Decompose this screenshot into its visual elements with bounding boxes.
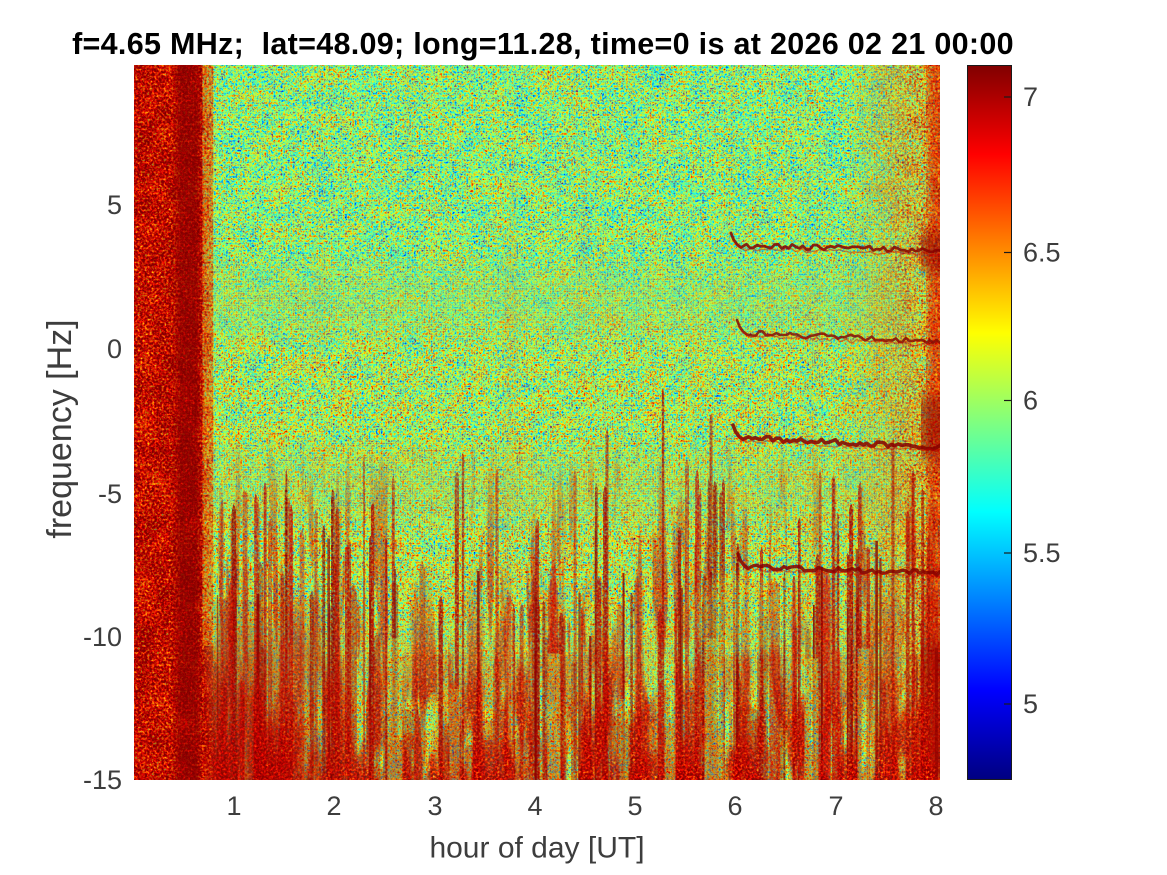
svg-text:4: 4 [527,791,542,821]
svg-text:7: 7 [828,791,843,821]
svg-text:hour of day [UT]: hour of day [UT] [429,832,644,865]
svg-text:5: 5 [1023,689,1038,719]
svg-text:7: 7 [1023,82,1038,112]
svg-text:-15: -15 [83,765,122,795]
svg-text:5: 5 [627,791,642,821]
svg-text:-10: -10 [83,622,122,652]
svg-text:-5: -5 [98,479,122,509]
svg-text:3: 3 [427,791,442,821]
svg-text:8: 8 [928,791,943,821]
svg-text:2: 2 [326,791,341,821]
svg-text:1: 1 [226,791,241,821]
svg-text:5.5: 5.5 [1023,538,1061,568]
svg-text:frequency [Hz]: frequency [Hz] [41,319,79,538]
svg-text:5: 5 [107,190,122,220]
svg-text:6.5: 6.5 [1023,238,1061,268]
svg-text:f=4.65 MHz; lat=48.09; long=1: f=4.65 MHz; lat=48.09; long=11.28, time=… [72,27,1014,61]
svg-text:6: 6 [727,791,742,821]
svg-text:0: 0 [107,334,122,364]
svg-text:6: 6 [1023,386,1038,416]
